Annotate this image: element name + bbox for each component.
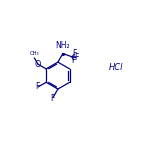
Text: HCl: HCl (108, 63, 123, 72)
Text: F: F (74, 54, 79, 62)
Text: F: F (72, 56, 76, 65)
Text: NH₂: NH₂ (55, 41, 70, 50)
Text: F: F (50, 94, 55, 103)
Text: F: F (35, 82, 39, 91)
Text: O: O (35, 60, 41, 69)
Text: CH₃: CH₃ (30, 52, 39, 57)
Text: F: F (72, 49, 77, 58)
